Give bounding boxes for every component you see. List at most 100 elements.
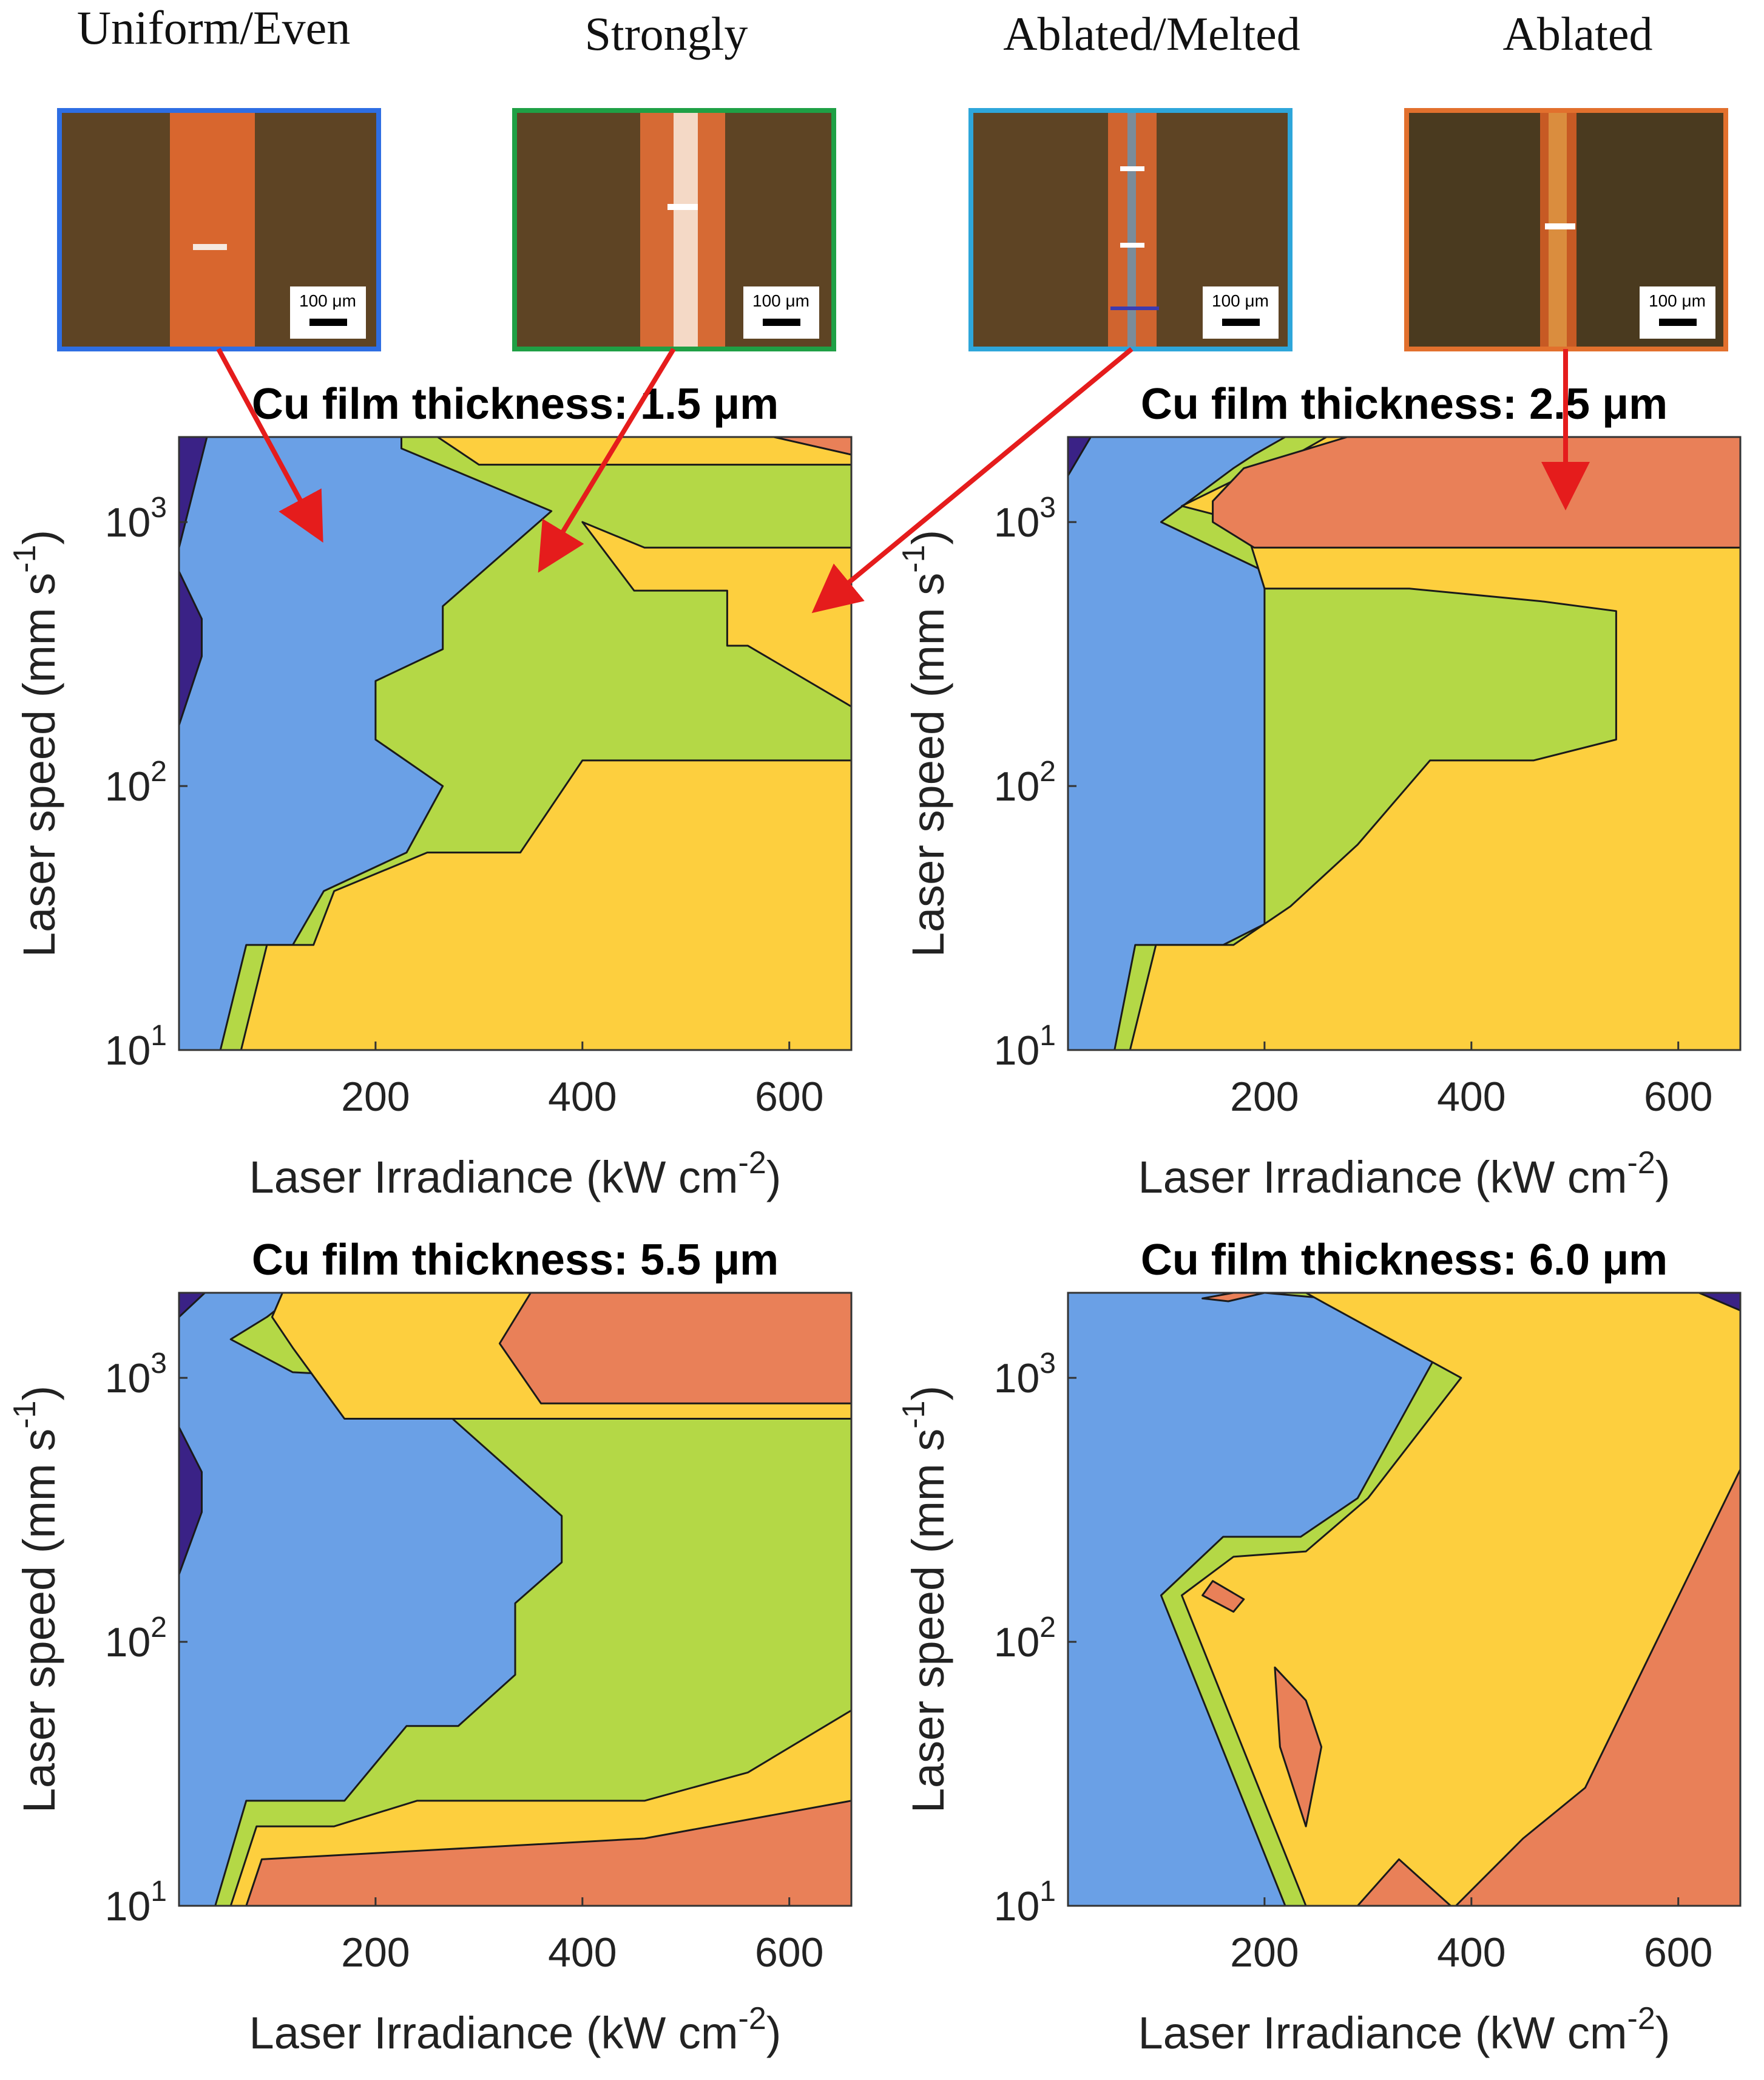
x-tick-label: 600 [755,1074,823,1120]
y-tick-label: 102 [105,756,167,810]
region-deep [179,1426,203,1576]
micrograph-melted: 100 μm [968,108,1293,351]
category-label-ablated: Ablated [1503,7,1653,60]
region-ablated [245,1800,851,1906]
glossy-highlight [674,113,698,347]
region-deep [179,437,208,549]
melted-core [1127,113,1136,347]
x-tick-label: 600 [755,1929,823,1976]
y-tick-label: 102 [994,1611,1056,1665]
y-tick-label: 101 [105,1020,167,1074]
micrograph-strong: 100 μm [512,108,836,351]
measure-mark [1545,223,1575,229]
x-tick-label: 200 [1230,1929,1299,1976]
scale-label: 100 μm [1212,291,1269,310]
measure-mark [193,244,227,250]
y-tick-label: 102 [994,756,1056,810]
scale-box [1640,286,1715,339]
micrograph-uniform: 100 μm [57,108,381,351]
contour-regions [179,1293,851,1906]
y-axis-label: Laser speed (mm s-1) [896,1386,953,1813]
y-tick-label: 103 [105,1347,167,1401]
category-header: Uniform/Even Strongly Ablated/Melted Abl… [77,1,1653,60]
plot-frame [1067,1292,1742,1907]
y-tick-label: 101 [105,1875,167,1929]
region-deep [1068,437,1092,477]
chart-title: Cu film thickness: 2.5 μm [1141,380,1668,429]
region-melted [1129,437,1740,1050]
scale-bar [1222,319,1260,326]
x-axis-label: Laser Irradiance (kW cm-2) [1138,1145,1671,1202]
scale-box [743,286,819,339]
y-tick-label: 102 [105,1611,167,1665]
contour-regions [179,437,851,1050]
region-strong [214,1293,851,1906]
region-ablated [772,437,851,456]
y-tick-label: 103 [994,1347,1056,1401]
region-ablated [1356,1858,1452,1906]
x-tick-label: 600 [1644,1929,1712,1976]
x-tick-label: 400 [548,1929,617,1976]
region-ablated [1274,1666,1323,1828]
plot-frame [178,436,853,1051]
region-melted [240,759,851,1050]
region-ablated [1455,1468,1740,1906]
arrow-uniform [216,348,323,543]
ablated-debris [1549,113,1567,347]
scale-box [290,286,366,339]
x-axis-label: Laser Irradiance (kW cm-2) [249,1145,782,1202]
chart-title: Cu film thickness: 5.5 μm [252,1236,779,1284]
region-deep [179,1293,206,1318]
contour-regions [1068,437,1740,1050]
plot-frame [1067,436,1742,1051]
arrow-melted [811,347,1134,614]
micrograph-ablated: 100 μm [1404,108,1728,351]
scale-bar [763,319,800,326]
scale-bar [309,319,347,326]
scale-label: 100 μm [1649,291,1706,310]
scale-label: 100 μm [752,291,809,310]
measure-mark [1120,166,1144,171]
region-deep [179,571,203,727]
x-tick-label: 400 [1437,1929,1505,1976]
y-tick-label: 101 [994,1875,1056,1929]
region-deep [1698,1293,1740,1312]
plot-frame [178,1292,853,1907]
x-axis-label: Laser Irradiance (kW cm-2) [1138,2001,1671,2058]
y-tick-label: 103 [105,492,167,546]
y-tick-label: 101 [994,1020,1056,1074]
x-tick-label: 400 [548,1074,617,1120]
x-tick-label: 200 [1230,1074,1299,1120]
category-label-strong: Strongly [585,7,748,60]
region-ablated [1201,1293,1266,1303]
contour-chart-6p0um: Cu film thickness: 6.0 μm 200 400 600 101 102… [896,1236,1742,2058]
scale-bar [1659,319,1697,326]
region-melted [581,521,851,708]
measure-mark [667,204,698,210]
y-tick-label: 103 [994,492,1056,546]
category-label-melted: Ablated/Melted [1003,7,1300,60]
y-axis-label: Laser speed (mm s-1) [7,530,64,957]
measure-line [1110,307,1159,310]
copper-stripe [170,113,255,347]
x-tick-label: 400 [1437,1074,1505,1120]
annotation-arrows [216,347,1590,614]
region-ablated [1212,437,1740,549]
x-axis-label: Laser Irradiance (kW cm-2) [249,2001,782,2058]
y-axis-label: Laser speed (mm s-1) [7,1386,64,1813]
region-ablated [498,1293,851,1404]
chart-title: Cu film thickness: 1.5 μm [252,380,779,429]
contour-regions [1068,1293,1740,1906]
contour-chart-1p5um: Cu film thickness: 1.5 μm 200 400 600 101 102… [7,380,853,1202]
arrow-strong [538,347,676,573]
region-melted [1181,1293,1740,1906]
chart-title: Cu film thickness: 6.0 μm [1141,1236,1668,1284]
contour-chart-5p5um: Cu film thickness: 5.5 μm 200 400 600 101 102… [7,1236,853,2058]
category-label-uniform: Uniform/Even [77,1,351,54]
x-tick-label: 600 [1644,1074,1712,1120]
x-tick-label: 200 [341,1074,410,1120]
region-ablated [1201,1580,1245,1613]
scale-label: 100 μm [299,291,356,310]
region-melted [436,437,851,466]
